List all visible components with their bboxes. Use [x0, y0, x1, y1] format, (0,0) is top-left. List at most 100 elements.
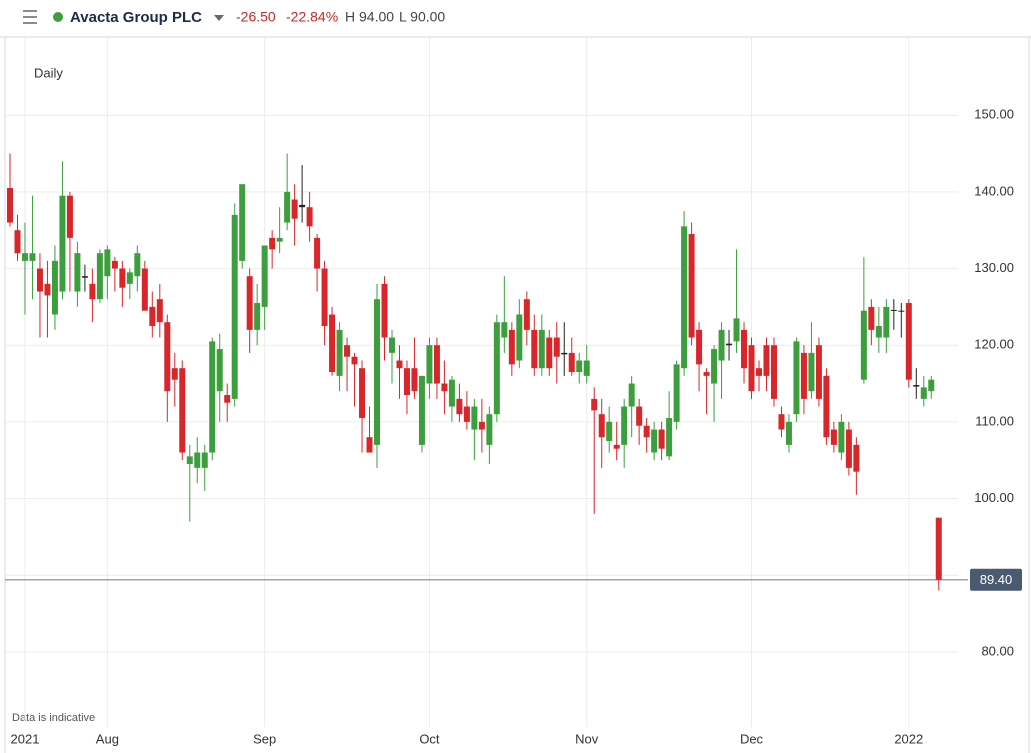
candle-body [89, 283, 96, 300]
candle-body [246, 276, 253, 330]
candle-body [561, 352, 568, 355]
candle-body [703, 372, 710, 376]
candle-body [164, 322, 171, 392]
candle-body [96, 253, 103, 300]
candle-body [651, 429, 658, 453]
x-tick-label: Sep [253, 731, 276, 746]
candle-body [875, 326, 882, 338]
candle-body [209, 341, 216, 453]
change-pct: -22.84% [286, 9, 338, 25]
candle-body [853, 444, 860, 472]
candle-body [890, 309, 897, 311]
candle-body [186, 456, 193, 465]
candle-body [7, 188, 13, 223]
candle-body [868, 306, 875, 330]
candle-body [628, 383, 635, 407]
candle-body [134, 253, 141, 277]
candle-body [546, 337, 553, 369]
candle-body [711, 349, 718, 384]
candle-body [126, 272, 133, 284]
candle-body [606, 421, 613, 442]
candle-body [366, 437, 373, 453]
candle-body [359, 368, 366, 419]
candle-body [291, 199, 298, 219]
candle-body [748, 345, 755, 392]
candle-body [104, 249, 111, 277]
y-tick-label: 150.00 [974, 107, 1014, 122]
candle-body [441, 383, 448, 392]
candle-body [21, 253, 28, 261]
candle-body [231, 214, 238, 399]
candle-body [299, 204, 306, 208]
candle-body [381, 283, 388, 338]
candle-body [741, 329, 748, 369]
candle-body [51, 260, 58, 315]
candle-body [756, 368, 762, 376]
menu-icon[interactable] [23, 10, 37, 24]
candle-body [463, 406, 470, 422]
candle-body [800, 352, 807, 399]
candle-body [81, 276, 88, 278]
candle-body [321, 268, 328, 327]
candle-body [770, 345, 777, 399]
candle-body [726, 343, 733, 346]
candle-body [111, 260, 118, 269]
candle-body [681, 226, 688, 369]
candle-body [336, 329, 343, 376]
candle-body [568, 352, 575, 373]
candle-body [636, 406, 643, 426]
candle-body [66, 195, 73, 238]
last-price-label: 89.40 [980, 572, 1013, 587]
y-tick-label: 130.00 [974, 260, 1014, 275]
candle-body [583, 360, 590, 376]
candle-body [276, 237, 283, 242]
candle-body [344, 345, 351, 357]
candle-body [493, 322, 500, 415]
candle-body [351, 356, 358, 365]
candle-body [516, 314, 523, 361]
last-price-box [970, 568, 1022, 591]
candle-body [74, 253, 81, 292]
candle-body [284, 191, 291, 223]
candle-body [688, 234, 695, 338]
candle-body [179, 368, 186, 453]
candle-body [531, 329, 538, 369]
candle-body [119, 268, 126, 288]
interval-label: Daily [34, 65, 63, 80]
y-tick-label: 80.00 [981, 643, 1014, 658]
candle-body [778, 414, 785, 430]
candle-body [823, 375, 830, 438]
candle-body [471, 406, 478, 430]
candle-body [913, 385, 920, 387]
x-tick-label: Aug [96, 731, 119, 746]
candle-body [224, 395, 231, 403]
header: Avacta Group PLC -26.50 -22.84% H 94.00 … [0, 0, 1031, 38]
candle-body [14, 230, 21, 254]
candle-body [269, 237, 276, 250]
candle-body [508, 329, 515, 365]
x-tick-label: Dec [740, 731, 764, 746]
candle-body [254, 303, 261, 330]
candle-body [785, 421, 792, 445]
candle-body [448, 379, 455, 407]
note: Data is indicative [12, 712, 95, 724]
candle-body [171, 368, 178, 380]
candle-body [920, 387, 927, 399]
candle-body [538, 329, 545, 369]
candle-body [201, 452, 208, 468]
candle-body [433, 345, 440, 384]
x-tick-label: 2021 [11, 731, 40, 746]
candle-body [36, 268, 43, 292]
candle-body [935, 517, 942, 580]
status-dot [53, 12, 63, 22]
dropdown-arrow[interactable] [214, 15, 224, 21]
instrument-name[interactable]: Avacta Group PLC [70, 9, 202, 26]
candle-body [598, 414, 605, 438]
candle-body [59, 195, 66, 292]
candle-body [905, 303, 912, 380]
candle-body [194, 452, 201, 468]
candle-body [621, 406, 628, 445]
candle-body [261, 245, 268, 307]
y-tick-label: 140.00 [974, 183, 1014, 198]
